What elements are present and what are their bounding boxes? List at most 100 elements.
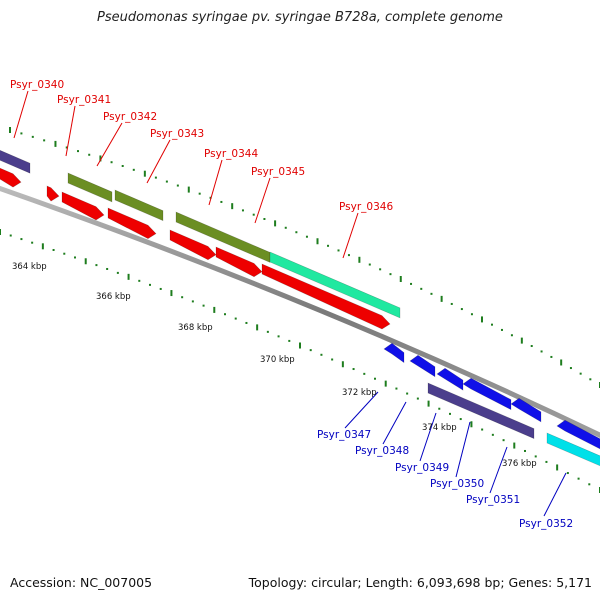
minor-tick: [481, 428, 484, 431]
feature-tracks: [0, 149, 600, 467]
cog-psyr-0343: [114, 189, 164, 222]
cds-psyr-0340: [0, 167, 22, 188]
minor-tick: [165, 180, 168, 183]
major-tick: [341, 361, 344, 368]
gene-label-psyr-0341[interactable]: Psyr_0341: [57, 94, 111, 106]
accession-text: Accession: NC_007005: [10, 575, 153, 590]
position-label: 376 kbp: [502, 459, 537, 469]
outer-tick-track: [9, 127, 600, 388]
major-tick: [0, 229, 1, 235]
cog-psyr-0350: [427, 382, 535, 440]
gene-label-psyr-0352[interactable]: Psyr_0352: [519, 518, 573, 530]
minor-tick: [65, 146, 68, 149]
minor-tick: [331, 358, 334, 361]
minor-tick: [395, 387, 398, 390]
minor-tick: [288, 339, 291, 342]
major-tick: [41, 243, 44, 250]
genome-title: Pseudomonas syringae pv. syringae B728a,…: [97, 10, 503, 25]
gene-label-psyr-0351[interactable]: Psyr_0351: [466, 494, 520, 506]
gene-label-psyr-0346[interactable]: Psyr_0346: [339, 201, 393, 213]
major-tick: [127, 273, 130, 280]
major-tick: [384, 380, 387, 387]
minor-tick: [579, 372, 582, 375]
minor-tick: [110, 161, 113, 164]
major-tick: [316, 238, 319, 245]
minor-tick: [9, 234, 12, 237]
minor-tick: [460, 308, 463, 311]
gene-label-psyr-0340[interactable]: Psyr_0340: [10, 79, 64, 91]
minor-tick: [181, 296, 184, 299]
leader-line: [208, 159, 223, 206]
major-tick: [556, 464, 559, 471]
minor-tick: [74, 256, 76, 259]
minor-tick: [43, 139, 46, 142]
cds-psyr-0348: [409, 354, 436, 378]
minor-tick: [449, 412, 451, 415]
minor-tick: [534, 455, 537, 458]
major-tick: [274, 220, 277, 227]
backbone-line: [0, 185, 600, 438]
minor-tick: [459, 418, 462, 421]
gene-label-psyr-0343[interactable]: Psyr_0343: [150, 128, 204, 140]
minor-tick: [295, 231, 298, 234]
gene-label-psyr-0349[interactable]: Psyr_0349: [395, 462, 449, 474]
minor-tick: [337, 249, 340, 252]
minor-tick: [252, 213, 255, 216]
leader-line: [455, 421, 471, 478]
minor-tick: [420, 287, 423, 290]
major-tick: [99, 155, 102, 162]
major-tick: [143, 170, 146, 177]
minor-tick: [305, 235, 308, 238]
minor-tick: [389, 273, 392, 276]
minor-tick: [234, 317, 237, 320]
inner-tick-track: [0, 229, 600, 493]
minor-tick: [566, 472, 569, 475]
major-tick: [560, 359, 563, 366]
minor-tick: [95, 264, 98, 267]
minor-tick: [430, 292, 433, 295]
minor-tick: [470, 313, 473, 316]
gene-label-psyr-0342[interactable]: Psyr_0342: [103, 111, 157, 123]
minor-tick: [202, 304, 205, 307]
minor-tick: [116, 271, 119, 274]
minor-tick: [502, 439, 505, 442]
cds-psyr-0344: [169, 229, 217, 261]
minor-tick: [569, 367, 572, 370]
gene-label-psyr-0345[interactable]: Psyr_0345: [251, 166, 305, 178]
position-label: 372 kbp: [342, 388, 377, 398]
gene-label-psyr-0344[interactable]: Psyr_0344: [204, 148, 258, 160]
cds-psyr-0342: [61, 191, 105, 221]
minor-tick: [327, 244, 330, 247]
minor-tick: [363, 372, 366, 375]
major-tick: [299, 342, 301, 349]
major-tick: [358, 256, 361, 263]
minor-tick: [309, 349, 312, 352]
cds-psyr-0349: [436, 367, 464, 391]
minor-tick: [577, 477, 580, 480]
cds-psyr-0350: [462, 377, 512, 411]
gene-label-psyr-0350[interactable]: Psyr_0350: [430, 478, 484, 490]
minor-tick: [406, 392, 409, 395]
position-label: 366 kbp: [96, 292, 131, 302]
minor-tick: [550, 355, 553, 358]
leader-line: [65, 105, 76, 157]
leader-line: [342, 212, 359, 259]
minor-tick: [320, 353, 323, 356]
cds-psyr-0341: [46, 185, 60, 202]
minor-tick: [510, 334, 513, 337]
position-label: 368 kbp: [178, 323, 213, 333]
cds-psyr-0351: [510, 397, 542, 423]
major-tick: [513, 442, 516, 449]
minor-tick: [63, 252, 66, 255]
minor-tick: [540, 350, 543, 353]
minor-tick: [588, 483, 591, 486]
minor-tick: [31, 135, 34, 138]
cds-psyr-0346: [261, 263, 391, 330]
minor-tick: [379, 268, 382, 271]
gene-label-psyr-0348[interactable]: Psyr_0348: [355, 445, 409, 457]
minor-tick: [20, 238, 23, 241]
minor-tick: [347, 254, 350, 257]
gene-label-psyr-0347[interactable]: Psyr_0347: [317, 429, 371, 441]
position-label: 370 kbp: [260, 355, 295, 365]
minor-tick: [490, 323, 493, 326]
